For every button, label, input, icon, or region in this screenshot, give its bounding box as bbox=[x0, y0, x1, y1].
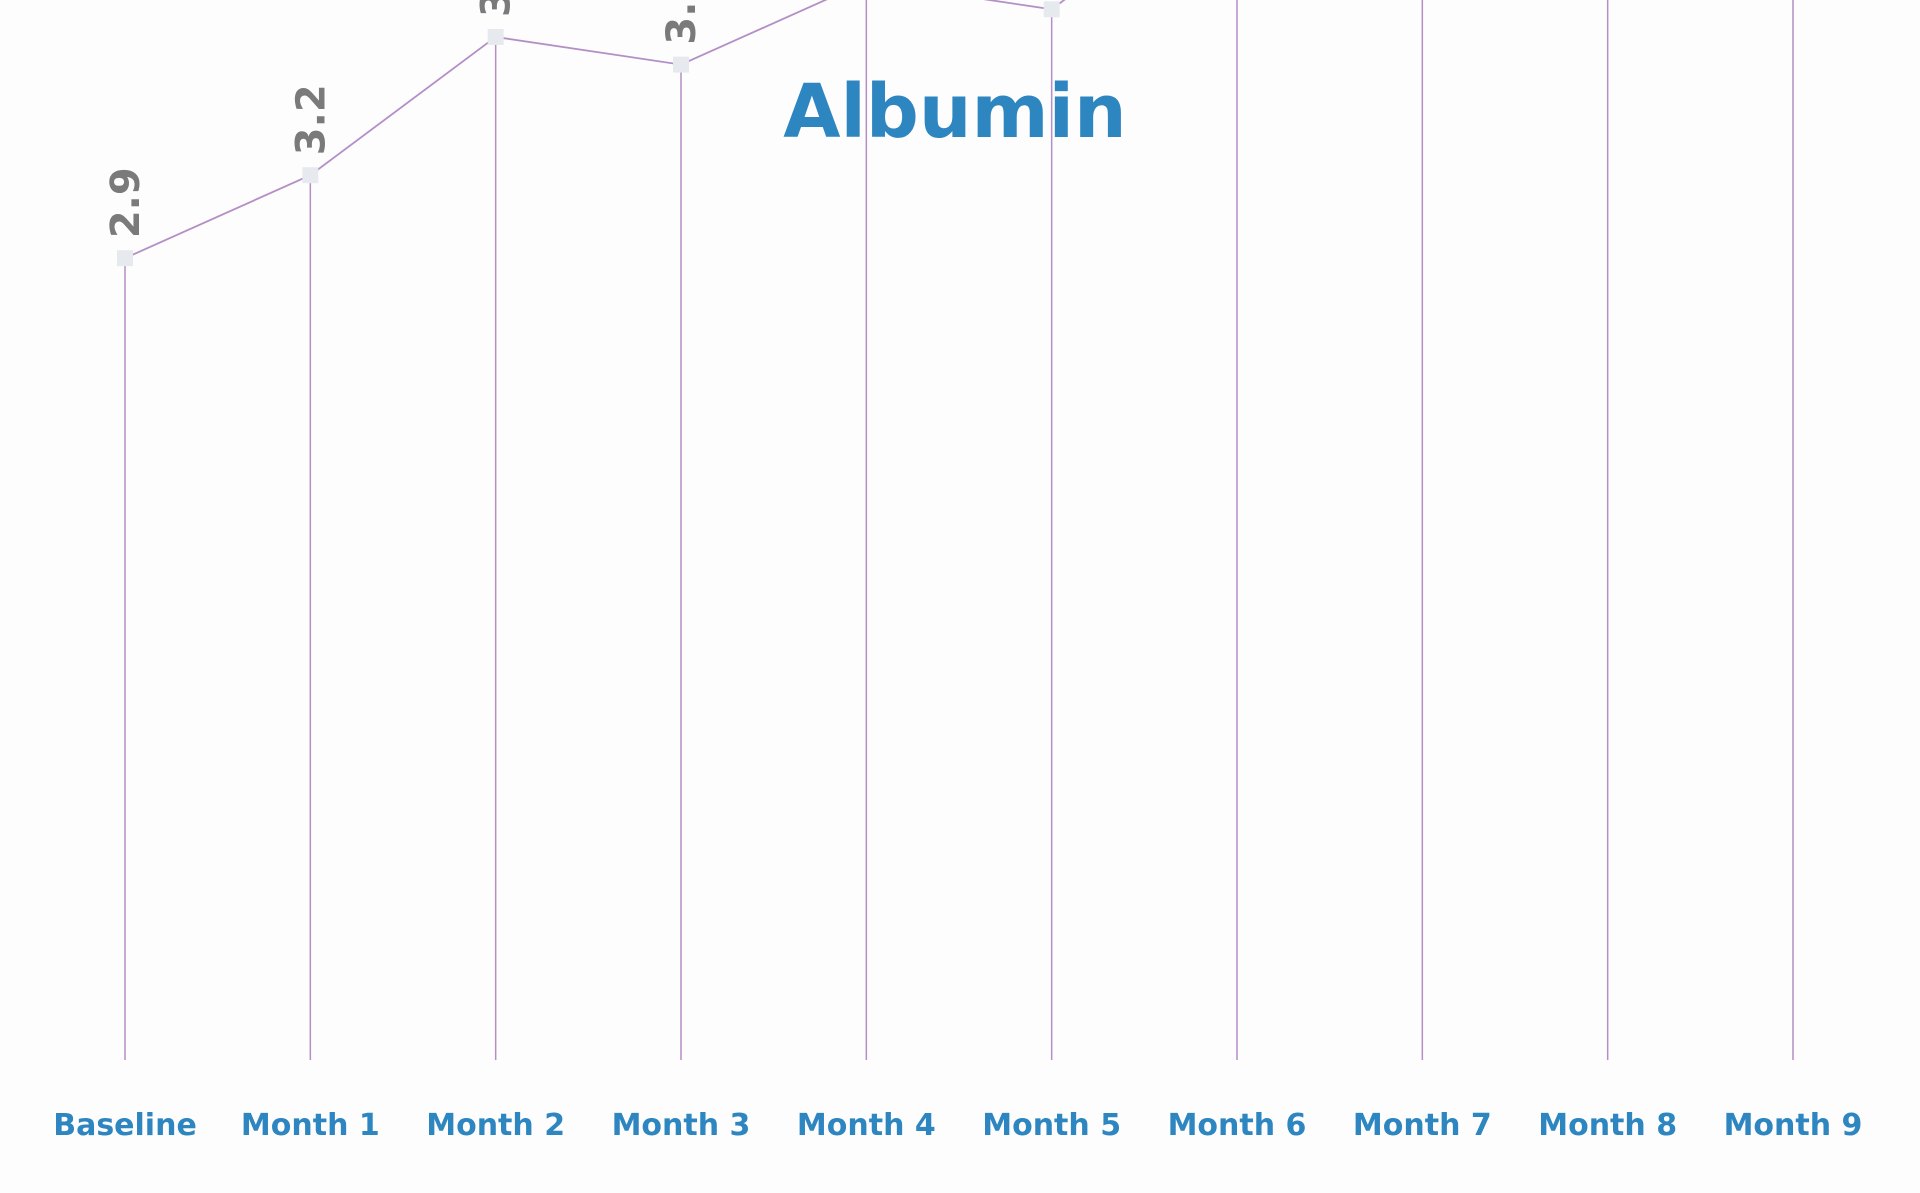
data-label-1: 2.9 bbox=[103, 167, 149, 238]
x-axis-tick-labels: Baseline Month 1 Month 2 Month 3 Month 4 Mont… bbox=[53, 1108, 1862, 1143]
markers bbox=[117, 1, 1060, 267]
x-tick-label-5: Month 4 bbox=[797, 1108, 936, 1143]
chart-title: Albumin bbox=[783, 69, 1126, 155]
x-tick-label-10: Month 9 bbox=[1724, 1108, 1863, 1143]
data-label-2: 3.2 bbox=[288, 84, 334, 155]
data-point-2 bbox=[302, 167, 319, 184]
data-labels: 2.93.23.73.63.93.84.34.14.24.1 bbox=[103, 0, 705, 238]
series-line bbox=[124, 0, 1066, 259]
x-tick-label-2: Month 1 bbox=[241, 1108, 380, 1143]
drop-lines bbox=[124, 0, 1794, 1060]
x-tick-label-6: Month 5 bbox=[982, 1108, 1121, 1143]
series-line-group bbox=[124, 0, 1066, 259]
x-tick-label-1: Baseline bbox=[53, 1108, 197, 1143]
data-label-3: 3.7 bbox=[474, 0, 520, 17]
x-tick-label-7: Month 6 bbox=[1168, 1108, 1307, 1143]
x-tick-label-9: Month 8 bbox=[1538, 1108, 1677, 1143]
data-point-1 bbox=[117, 250, 133, 267]
x-tick-label-4: Month 3 bbox=[612, 1108, 751, 1143]
data-label-4: 3.6 bbox=[659, 0, 705, 45]
data-point-3 bbox=[487, 28, 504, 45]
data-point-6 bbox=[1043, 1, 1060, 18]
data-point-4 bbox=[673, 56, 689, 73]
x-tick-label-8: Month 7 bbox=[1353, 1108, 1492, 1143]
x-tick-label-3: Month 2 bbox=[426, 1108, 565, 1143]
